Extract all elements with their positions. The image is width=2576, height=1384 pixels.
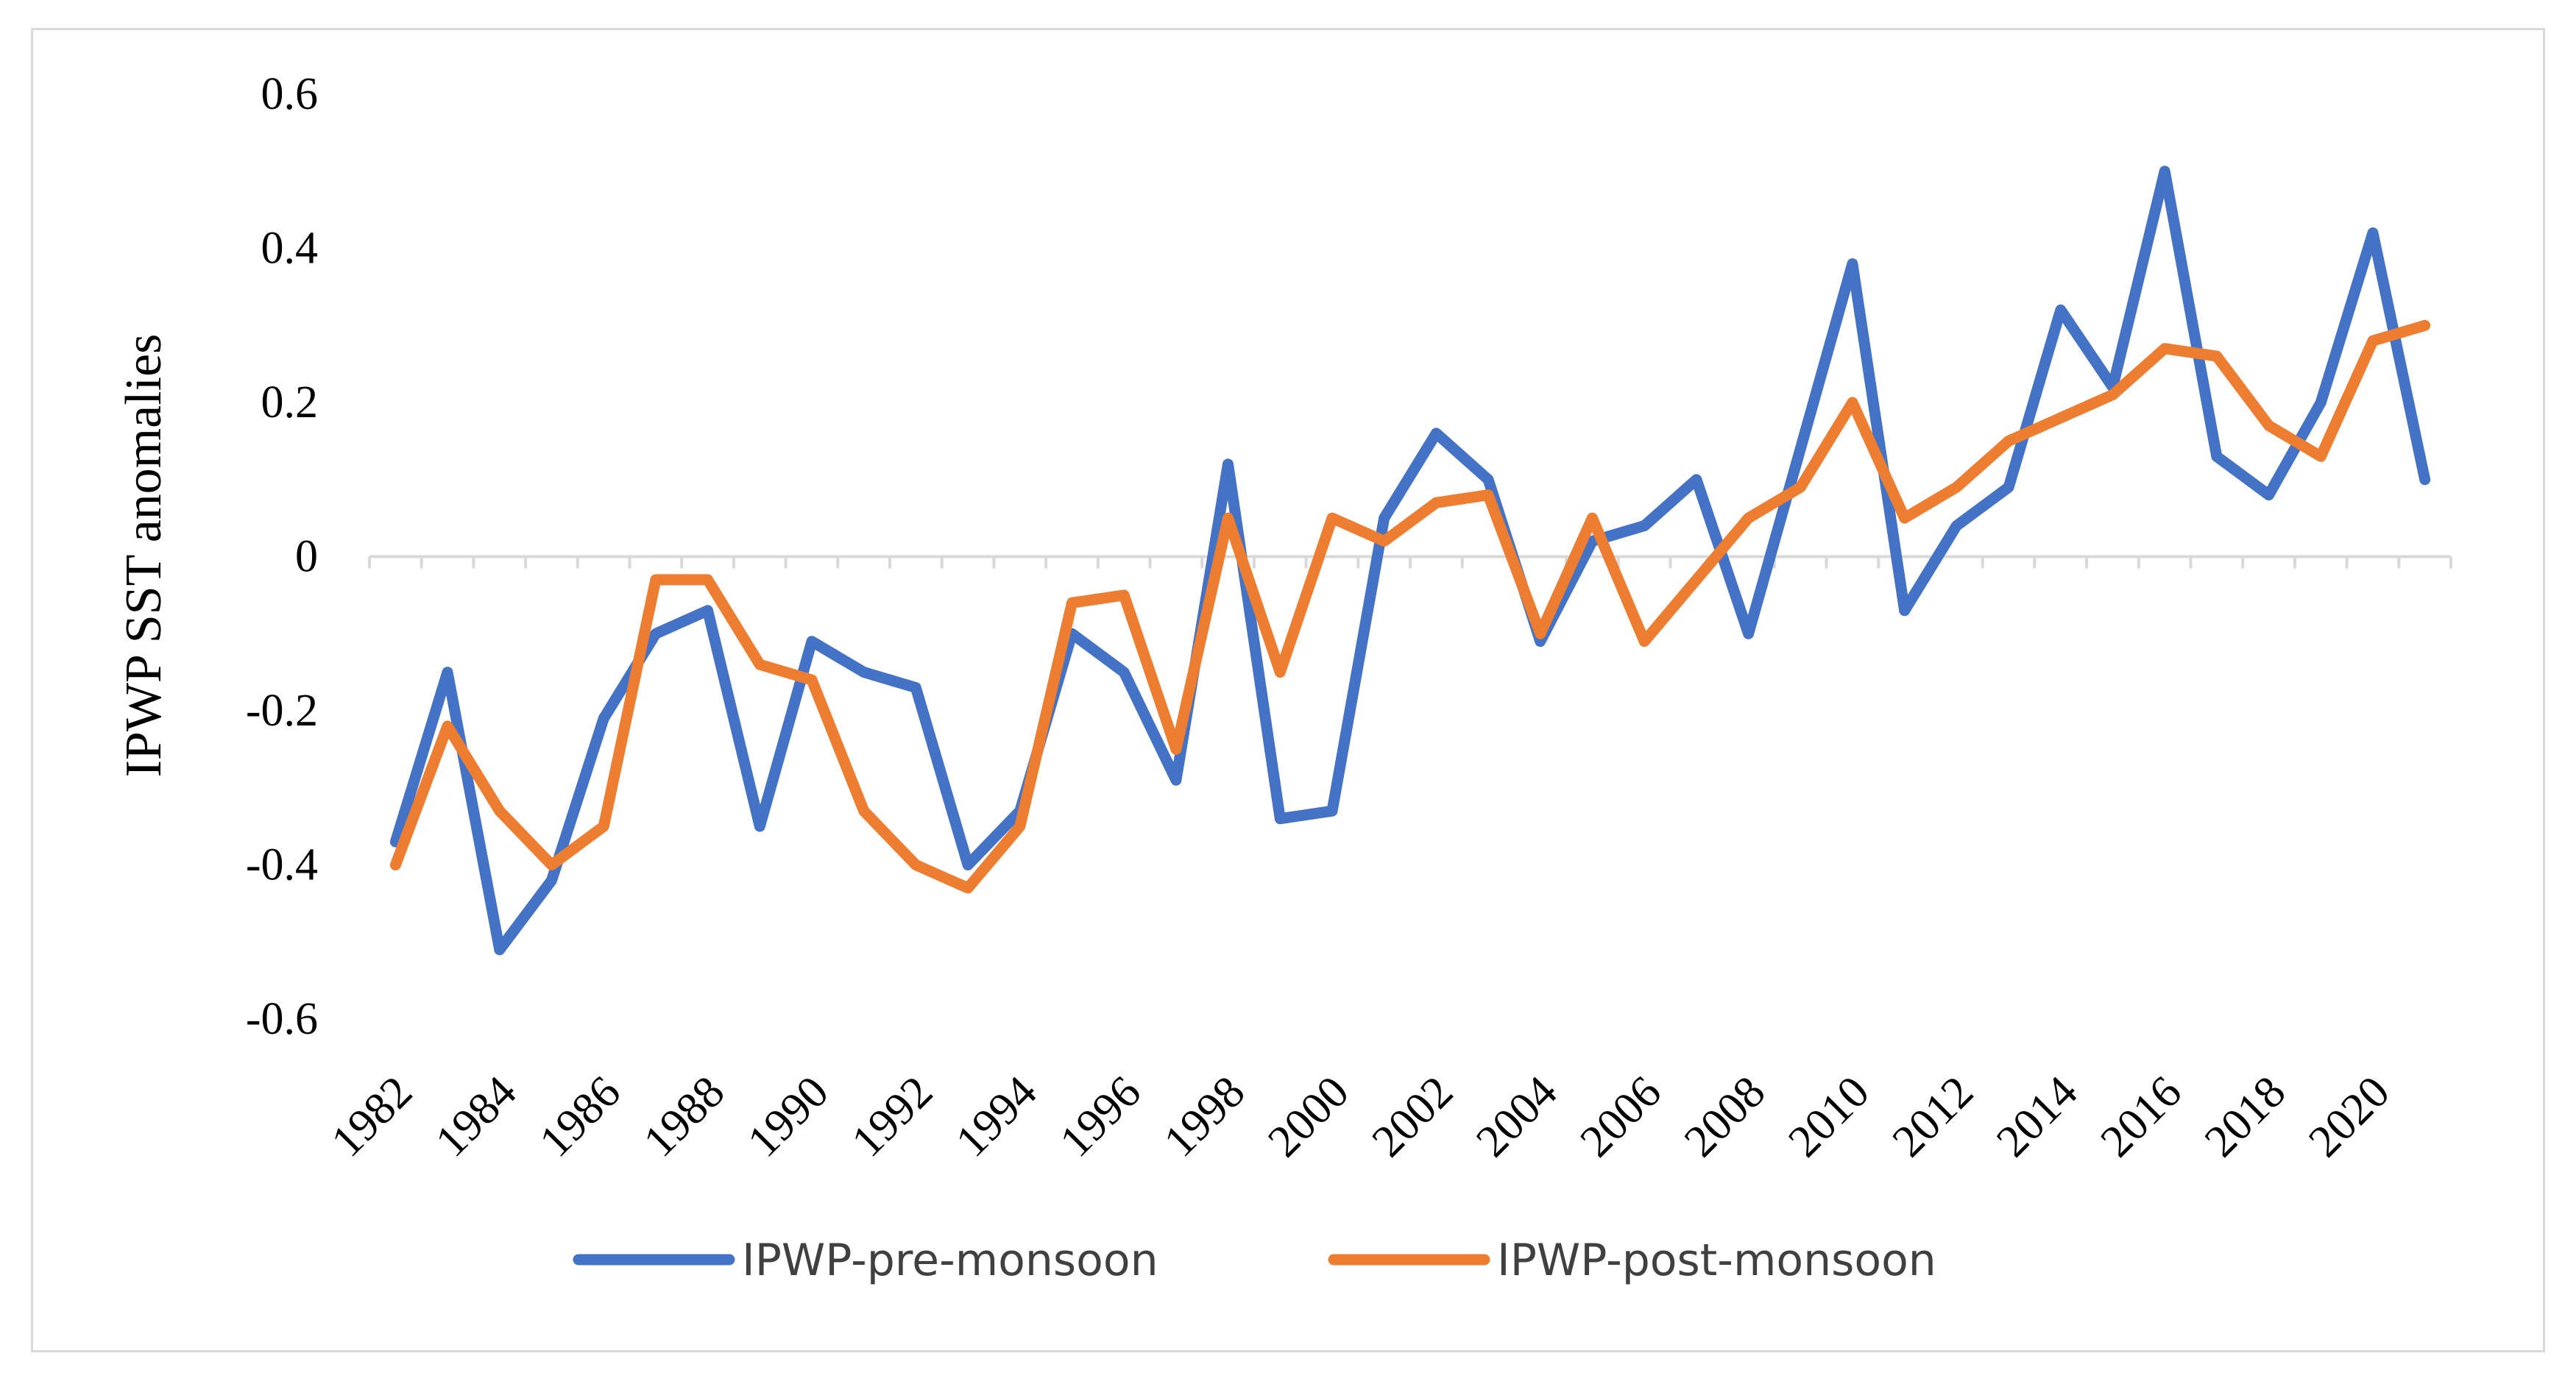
x-tick-label: 1988 (634, 1067, 735, 1167)
y-tick-label: -0.6 (246, 994, 318, 1044)
y-tick-label: 0.2 (261, 377, 319, 427)
legend-label: IPWP-post-monsoon (1497, 1235, 1936, 1286)
x-tick-label: 1992 (842, 1067, 942, 1167)
x-axis-tick-labels: 1982 1984 1986 1988 1990 1992 1994 1996 1998 2000… (322, 1067, 2399, 1167)
x-tick-label: 1984 (426, 1067, 526, 1167)
legend-label: IPWP-pre-monsoon (742, 1235, 1158, 1286)
series-line-pre-monsoon (389, 166, 2431, 956)
y-tick-label: 0.6 (261, 69, 319, 119)
x-tick-label: 2002 (1362, 1067, 1462, 1167)
x-tick-label: 2018 (2195, 1067, 2296, 1167)
legend: IPWP-pre-monsoon IPWP-post-monsoon (573, 1235, 1936, 1286)
x-tick-label: 1996 (1050, 1067, 1150, 1167)
x-tick-label: 2004 (1467, 1067, 1567, 1167)
x-tick-label: 1998 (1155, 1067, 1255, 1167)
x-tick-label: 2000 (1259, 1067, 1359, 1167)
x-tick-label: 2016 (2091, 1067, 2191, 1167)
x-tick-label: 1990 (738, 1067, 838, 1167)
x-tick-label: 2014 (1987, 1067, 2087, 1167)
x-tick-label: 2010 (1779, 1067, 1879, 1167)
series-line-post-monsoon (389, 319, 2431, 894)
x-axis-tickmarks (368, 556, 2452, 569)
x-tick-label: 2012 (1883, 1067, 1983, 1167)
y-axis-ticks: -0.6 -0.4 -0.2 0 0.2 0.4 0.6 (246, 69, 318, 1044)
x-tick-label: 2020 (2299, 1067, 2399, 1167)
y-tick-label: -0.4 (246, 840, 318, 890)
x-tick-label: 1986 (530, 1067, 630, 1167)
y-tick-label: 0 (295, 532, 318, 582)
y-axis-title: IPWP SST anomalies (116, 334, 172, 778)
series-lines (389, 166, 2431, 956)
y-tick-label: 0.4 (261, 224, 319, 274)
x-tick-label: 2008 (1675, 1067, 1775, 1167)
x-tick-label: 1982 (322, 1067, 422, 1167)
y-tick-label: -0.2 (246, 686, 318, 736)
x-tick-label: 1994 (946, 1067, 1047, 1167)
x-tick-label: 2006 (1571, 1067, 1671, 1167)
